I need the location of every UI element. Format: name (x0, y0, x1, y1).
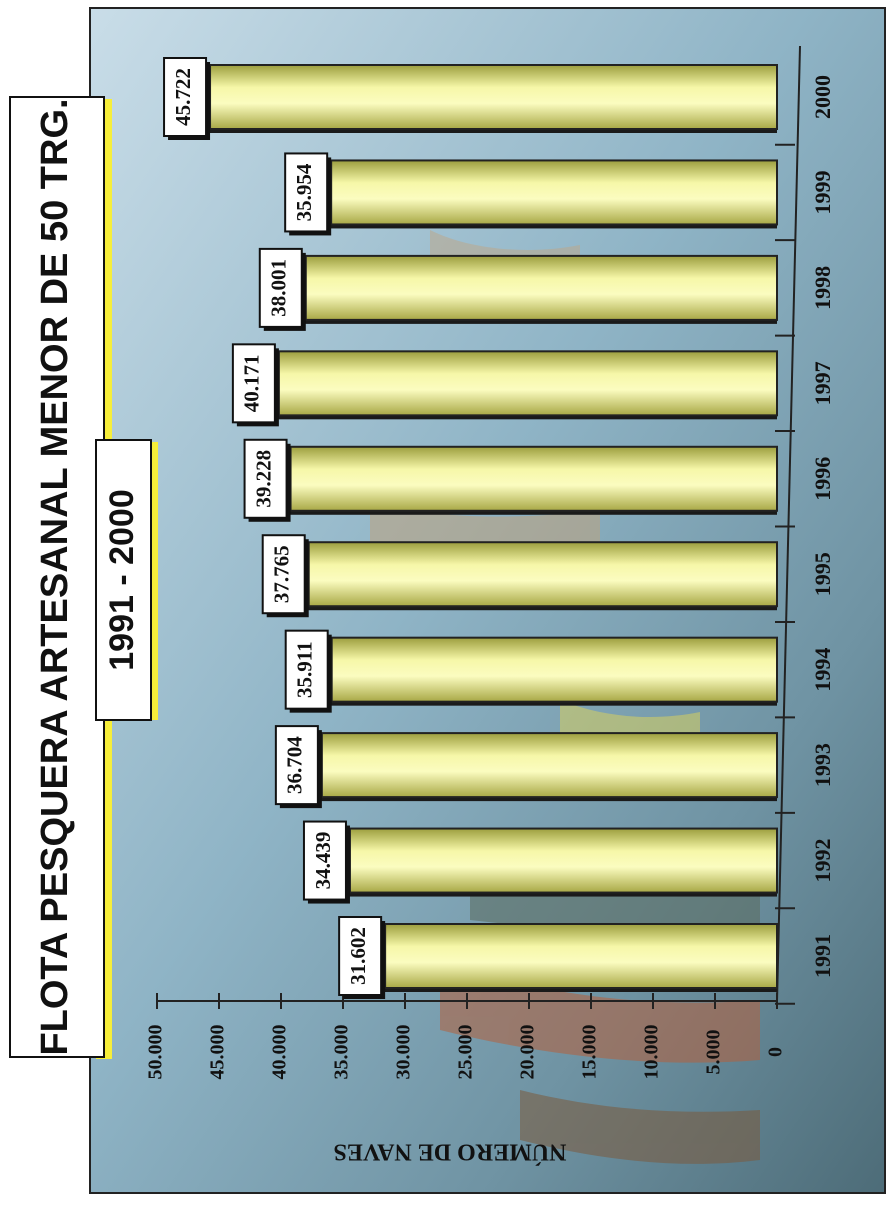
value-label-box (284, 152, 329, 233)
value-label-box (302, 820, 347, 901)
value-label: 34.439 (311, 832, 335, 890)
value-label: 35.911 (293, 641, 317, 698)
value-tick-label: 0 (765, 1047, 787, 1057)
value-label-box (261, 534, 306, 615)
category-label: 1996 (810, 457, 835, 501)
bar (330, 159, 778, 226)
category-axis-line (776, 45, 801, 1002)
category-label: 1999 (810, 170, 835, 214)
value-label-box (231, 343, 276, 424)
value-label: 40.171 (240, 354, 264, 412)
bar (320, 732, 778, 799)
value-label-box (243, 438, 288, 519)
value-label: 35.954 (292, 163, 316, 221)
category-label: 1992 (810, 839, 835, 883)
bar (277, 350, 778, 417)
bar (307, 541, 778, 608)
value-tick-label: 20.000 (517, 1025, 539, 1080)
bar (348, 827, 778, 894)
value-label: 38.001 (267, 259, 291, 317)
subtitle-box: 1991 - 2000 (95, 439, 158, 721)
chart-title: FLOTA PESQUERA ARTESANAL MENOR DE 50 TRG… (34, 98, 76, 1055)
category-label: 1991 (810, 934, 835, 978)
bar (304, 254, 778, 321)
bar (289, 445, 778, 512)
y-axis-label: NÚMERO DE NAVES (334, 1138, 567, 1164)
value-tick-label: 25.000 (455, 1025, 477, 1080)
value-tick-label: 35.000 (331, 1025, 353, 1080)
value-tick-label: 10.000 (641, 1025, 663, 1080)
value-tick-label: 45.000 (207, 1025, 229, 1080)
value-axis-ticks: 0 5.000 10.000 15.000 20.000 25.000 30.000 35.0… (145, 993, 787, 1080)
category-label: 1994 (810, 648, 835, 692)
value-tick-label: 30.000 (393, 1025, 415, 1080)
category-label: 1993 (810, 743, 835, 787)
value-label: 31.602 (346, 927, 370, 985)
value-label-box (258, 247, 303, 328)
value-label-box (163, 57, 208, 137)
bar (384, 923, 778, 989)
value-label-box (284, 629, 329, 710)
value-tick-label: 50.000 (145, 1025, 167, 1080)
chart-subtitle: 1991 - 2000 (103, 489, 141, 671)
category-label: 2000 (810, 75, 835, 119)
bar (209, 64, 779, 130)
value-tick-label: 40.000 (269, 1025, 291, 1080)
category-label: 1998 (810, 266, 835, 310)
bars-group: 31.602 34.439 36.704 35.911 37.765 39.228 40.1… (163, 57, 779, 999)
title-box: FLOTA PESQUERA ARTESANAL MENOR DE 50 TRG… (9, 96, 112, 1059)
value-tick-label: 15.000 (579, 1025, 601, 1080)
value-label: 37.765 (270, 545, 294, 603)
value-label-box (338, 916, 383, 996)
value-label-box (274, 725, 319, 806)
value-label: 36.704 (283, 736, 307, 794)
value-label: 45.722 (171, 68, 195, 126)
category-labels: 1991 1992 1993 1994 1995 1996 1997 1998 1999 2000 (775, 75, 835, 1005)
value-label: 39.228 (251, 450, 275, 508)
category-label: 1997 (810, 361, 835, 405)
bar (330, 636, 778, 703)
category-label: 1995 (810, 552, 835, 596)
value-tick-label: 5.000 (703, 1030, 725, 1075)
